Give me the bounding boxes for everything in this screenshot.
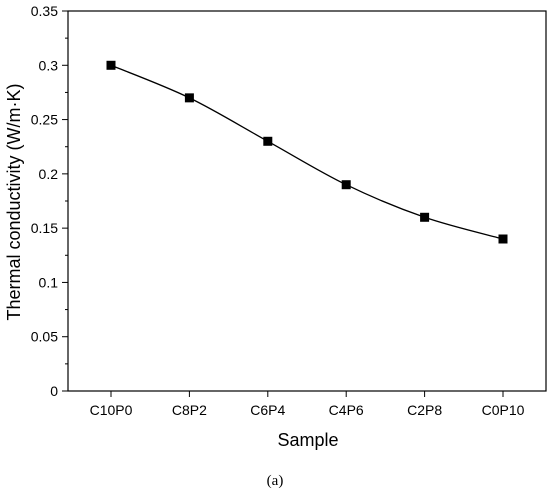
x-tick-label: C0P10 bbox=[482, 402, 525, 418]
y-tick-label: 0.25 bbox=[31, 112, 58, 128]
x-tick-label: C8P2 bbox=[172, 402, 207, 418]
data-point bbox=[263, 136, 273, 146]
y-tick-label: 0.2 bbox=[39, 166, 59, 182]
series-markers bbox=[106, 60, 508, 244]
data-point bbox=[420, 212, 430, 222]
x-axis-ticks: C10P0 C8P2 C6P4 C4P6 C2P8 C0P10 bbox=[90, 391, 525, 418]
x-axis-title: Sample bbox=[277, 430, 338, 450]
y-axis-ticks: 0 0.05 0.1 0.15 0.2 0.25 0.3 0.35 bbox=[31, 3, 68, 399]
data-point bbox=[106, 60, 116, 70]
figure-caption: (a) bbox=[267, 473, 284, 489]
data-point bbox=[498, 234, 508, 244]
x-tick-label: C4P6 bbox=[329, 402, 364, 418]
y-tick-label: 0.3 bbox=[39, 57, 59, 73]
y-tick-label: 0.1 bbox=[39, 274, 59, 290]
series-line bbox=[110, 64, 504, 240]
y-axis-title: Thermal conductivity (W/m·K) bbox=[4, 83, 24, 320]
plot-frame bbox=[67, 10, 547, 392]
x-tick-label: C6P4 bbox=[250, 402, 285, 418]
data-point bbox=[184, 93, 194, 103]
x-tick-label: C2P8 bbox=[407, 402, 442, 418]
y-tick-label: 0.35 bbox=[31, 3, 58, 19]
y-tick-label: 0.05 bbox=[31, 329, 58, 345]
data-point bbox=[341, 180, 351, 190]
y-tick-label: 0.15 bbox=[31, 220, 58, 236]
y-tick-label: 0 bbox=[50, 383, 58, 399]
x-tick-label: C10P0 bbox=[90, 402, 133, 418]
